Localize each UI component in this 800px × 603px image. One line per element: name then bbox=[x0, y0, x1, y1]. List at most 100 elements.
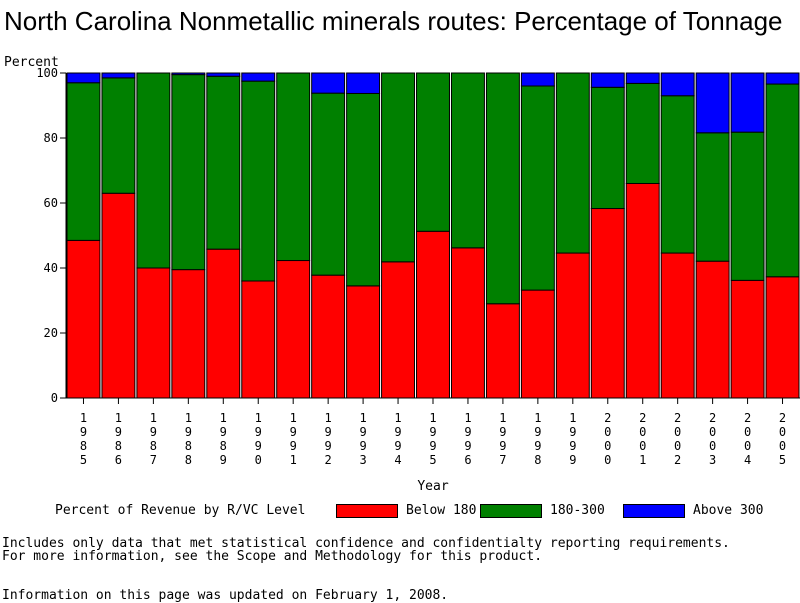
bar-segment-below-180-1997 bbox=[485, 303, 520, 399]
bar-segment-below-180-1995 bbox=[416, 230, 450, 399]
bar-segment-above-300-1998 bbox=[520, 72, 555, 87]
legend-label: 180-300 bbox=[550, 503, 605, 518]
bar-segment-180-300-1988 bbox=[171, 74, 206, 271]
note-methodology: For more information, see the Scope and … bbox=[2, 549, 543, 564]
bars-group bbox=[66, 72, 800, 399]
legend-label: Above 300 bbox=[693, 503, 764, 518]
y-tick-label: 60 bbox=[44, 196, 58, 210]
bar-segment-180-300-1999 bbox=[555, 72, 590, 254]
legend-item-180-300: 180-300 bbox=[480, 503, 605, 518]
legend-swatch-below-180 bbox=[336, 503, 398, 518]
bar-segment-below-180-2002 bbox=[660, 252, 695, 399]
bar-segment-180-300-1993 bbox=[346, 92, 381, 287]
y-tick-label: 0 bbox=[51, 391, 58, 405]
bar-segment-below-180-1986 bbox=[101, 192, 136, 399]
legend-swatch-180-300 bbox=[480, 503, 542, 518]
bar-segment-below-180-1999 bbox=[555, 252, 590, 399]
note-updated: Information on this page was updated on … bbox=[2, 588, 449, 603]
bar-segment-above-300-1990 bbox=[241, 72, 276, 82]
y-axis: 0 20 40 60 80 100 bbox=[36, 66, 67, 405]
bar-segment-below-180-1998 bbox=[520, 289, 555, 399]
legend-item-below-180: Below 180 bbox=[336, 503, 476, 518]
bar-segment-180-300-1994 bbox=[381, 72, 416, 263]
bar-segment-above-300-1988 bbox=[171, 72, 206, 76]
legend-title: Percent of Revenue by R/VC Level bbox=[55, 503, 306, 518]
bar-segment-180-300-2003 bbox=[695, 132, 730, 262]
bar-segment-below-180-1992 bbox=[311, 274, 346, 399]
bar-segment-above-300-2002 bbox=[660, 72, 695, 97]
bar-segment-above-300-1986 bbox=[101, 72, 136, 79]
bar-segment-180-300-2004 bbox=[730, 131, 765, 281]
bar-segment-180-300-2001 bbox=[625, 82, 660, 184]
legend-label: Below 180 bbox=[406, 503, 477, 518]
bar-segment-above-300-1985 bbox=[66, 72, 101, 84]
bar-segment-180-300-1991 bbox=[276, 72, 311, 262]
bar-segment-180-300-2005 bbox=[765, 83, 800, 278]
bar-segment-above-300-2005 bbox=[765, 72, 800, 85]
bar-segment-below-180-1994 bbox=[381, 261, 416, 399]
legend-swatch-above-300 bbox=[623, 503, 685, 518]
bar-segment-above-300-2001 bbox=[625, 72, 660, 84]
bar-segment-180-300-1985 bbox=[66, 82, 101, 241]
bar-segment-below-180-1996 bbox=[450, 247, 485, 399]
bar-segment-above-300-1993 bbox=[346, 72, 381, 94]
bar-segment-below-180-1990 bbox=[241, 280, 276, 399]
bar-segment-180-300-1992 bbox=[311, 92, 346, 276]
y-axis-label: Percent bbox=[4, 55, 59, 70]
y-tick-label: 80 bbox=[44, 131, 58, 145]
bar-segment-180-300-1987 bbox=[136, 72, 171, 269]
bar-segment-180-300-1998 bbox=[520, 85, 555, 291]
bar-segment-below-180-1989 bbox=[206, 248, 241, 399]
bar-segment-below-180-2003 bbox=[695, 260, 730, 399]
bar-segment-below-180-2004 bbox=[730, 279, 765, 399]
bar-segment-180-300-1997 bbox=[485, 72, 520, 305]
bar-segment-above-300-1989 bbox=[206, 72, 241, 77]
legend-item-above-300: Above 300 bbox=[623, 503, 763, 518]
bar-segment-180-300-2000 bbox=[590, 86, 625, 210]
bar-segment-180-300-1995 bbox=[416, 72, 450, 232]
y-tick-label: 40 bbox=[44, 261, 58, 275]
y-tick-label: 100 bbox=[36, 66, 58, 80]
chart-title: North Carolina Nonmetallic minerals rout… bbox=[4, 6, 783, 36]
bar-segment-above-300-2003 bbox=[695, 72, 730, 134]
bar-segment-180-300-1989 bbox=[206, 75, 241, 250]
bar-segment-below-180-1993 bbox=[346, 285, 381, 399]
bar-segment-below-180-1988 bbox=[171, 269, 206, 399]
bar-segment-180-300-1996 bbox=[450, 72, 485, 249]
y-tick-label: 20 bbox=[44, 326, 58, 340]
bar-segment-180-300-1990 bbox=[241, 80, 276, 282]
bar-segment-above-300-2000 bbox=[590, 72, 625, 88]
note-confidentiality: Includes only data that met statistical … bbox=[2, 536, 730, 551]
bar-segment-above-300-2004 bbox=[730, 72, 765, 133]
bar-segment-180-300-2002 bbox=[660, 95, 695, 254]
bar-segment-180-300-1986 bbox=[101, 77, 136, 194]
bar-segment-below-180-2001 bbox=[625, 183, 660, 399]
bar-segment-below-180-2005 bbox=[765, 276, 800, 399]
bar-segment-below-180-1987 bbox=[136, 267, 171, 399]
bar-segment-below-180-1991 bbox=[276, 260, 311, 399]
x-axis: 1 9 8 5 1 9 8 6 1 9 8 7 1 9 8 8 1 9 8 9 1 9 9 0 1 9 9 1 1 9 9 2 1 9 9 3 1 9 9 4… bbox=[66, 397, 800, 467]
bar-segment-below-180-1985 bbox=[66, 239, 101, 399]
